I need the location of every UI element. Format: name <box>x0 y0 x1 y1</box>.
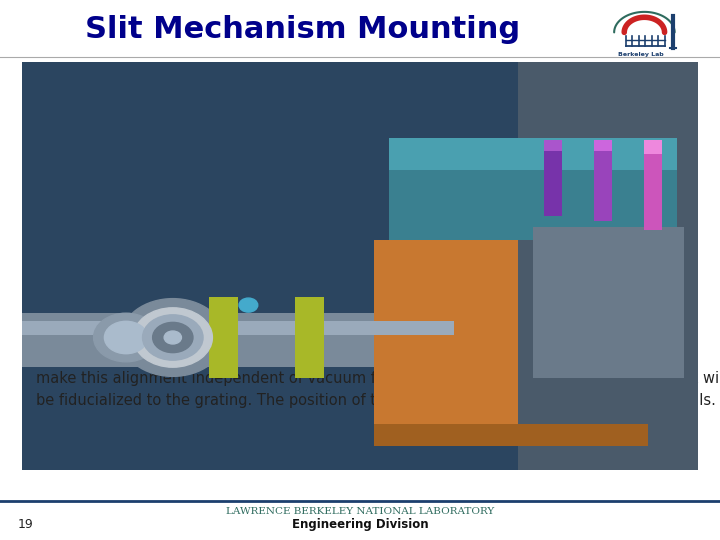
Bar <box>389 138 677 240</box>
Circle shape <box>94 313 158 362</box>
Text: The slit mechanism is independently alignable to the spectrometer. The opposing : The slit mechanism is independently alig… <box>36 348 720 408</box>
Bar <box>22 321 454 335</box>
Circle shape <box>239 298 258 312</box>
Bar <box>594 140 612 151</box>
Bar <box>209 297 238 378</box>
Circle shape <box>104 321 148 354</box>
Text: Berkeley Lab: Berkeley Lab <box>618 51 664 57</box>
Text: 19: 19 <box>18 518 34 531</box>
Bar <box>644 154 662 230</box>
Bar <box>544 140 562 151</box>
Bar <box>594 151 612 221</box>
Bar <box>533 227 684 378</box>
Circle shape <box>164 331 181 344</box>
Bar <box>544 151 562 216</box>
Bar <box>295 297 324 378</box>
Text: Slit Mechanism Mounting: Slit Mechanism Mounting <box>85 15 520 44</box>
Text: Engineering Division: Engineering Division <box>292 518 428 531</box>
Bar <box>374 424 648 446</box>
Circle shape <box>143 315 203 360</box>
Bar <box>22 62 698 470</box>
Bar <box>644 140 662 154</box>
Bar <box>518 62 698 470</box>
Bar <box>389 138 677 170</box>
Circle shape <box>121 299 225 376</box>
Bar <box>22 313 454 367</box>
Circle shape <box>133 308 212 367</box>
Bar <box>374 240 648 446</box>
Circle shape <box>153 322 193 353</box>
Text: LAWRENCE BERKELEY NATIONAL LABORATORY: LAWRENCE BERKELEY NATIONAL LABORATORY <box>226 508 494 516</box>
